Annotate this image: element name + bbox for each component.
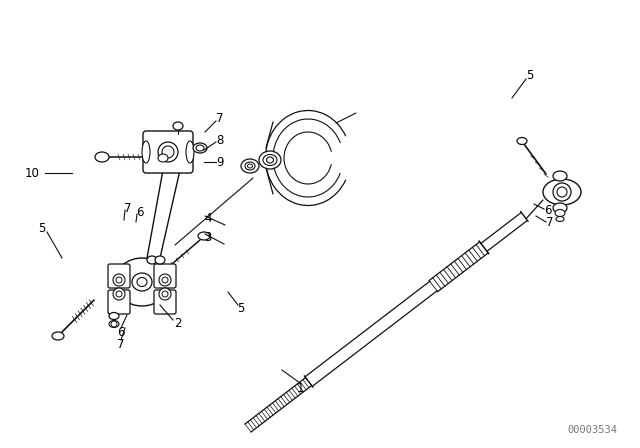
Text: 4: 4	[204, 211, 212, 224]
Circle shape	[159, 274, 171, 286]
Ellipse shape	[248, 164, 253, 168]
Text: 5: 5	[237, 302, 244, 314]
FancyBboxPatch shape	[108, 290, 130, 314]
Circle shape	[553, 183, 571, 201]
Text: 7: 7	[117, 337, 125, 350]
Circle shape	[113, 274, 125, 286]
Circle shape	[116, 277, 122, 283]
Ellipse shape	[245, 162, 255, 170]
Ellipse shape	[173, 122, 183, 130]
Ellipse shape	[158, 154, 168, 162]
Ellipse shape	[158, 142, 178, 162]
Ellipse shape	[115, 258, 170, 306]
Text: 5: 5	[526, 69, 534, 82]
Text: 8: 8	[216, 134, 224, 146]
Text: 10: 10	[24, 167, 40, 180]
Ellipse shape	[241, 159, 259, 173]
Ellipse shape	[193, 143, 207, 153]
Ellipse shape	[186, 141, 194, 163]
Ellipse shape	[162, 146, 174, 158]
Circle shape	[162, 277, 168, 283]
Ellipse shape	[543, 179, 581, 205]
Circle shape	[162, 291, 168, 297]
Circle shape	[116, 291, 122, 297]
Circle shape	[113, 288, 125, 300]
Ellipse shape	[517, 138, 527, 145]
Ellipse shape	[52, 332, 64, 340]
Ellipse shape	[553, 203, 567, 213]
Ellipse shape	[109, 320, 119, 327]
Text: 7: 7	[547, 215, 554, 228]
Ellipse shape	[553, 171, 567, 181]
Text: 6: 6	[544, 203, 552, 216]
Circle shape	[159, 288, 171, 300]
Text: 9: 9	[216, 155, 224, 168]
Ellipse shape	[198, 232, 210, 240]
Text: 5: 5	[38, 221, 45, 234]
Ellipse shape	[555, 210, 565, 216]
FancyBboxPatch shape	[154, 264, 176, 288]
FancyBboxPatch shape	[154, 290, 176, 314]
Text: 3: 3	[204, 231, 212, 244]
Ellipse shape	[137, 277, 147, 287]
Ellipse shape	[556, 216, 564, 221]
Ellipse shape	[155, 256, 165, 264]
Circle shape	[557, 187, 567, 197]
Text: 2: 2	[174, 316, 182, 329]
Ellipse shape	[142, 141, 150, 163]
Ellipse shape	[266, 157, 273, 163]
Ellipse shape	[95, 152, 109, 162]
Ellipse shape	[263, 155, 277, 165]
Ellipse shape	[147, 256, 157, 264]
Text: 1: 1	[296, 382, 304, 395]
Ellipse shape	[109, 313, 119, 319]
Text: 00003534: 00003534	[567, 425, 617, 435]
FancyBboxPatch shape	[143, 131, 193, 173]
Text: 7: 7	[124, 202, 132, 215]
Circle shape	[111, 321, 117, 327]
Text: 6: 6	[117, 326, 125, 339]
Ellipse shape	[196, 145, 204, 151]
Ellipse shape	[259, 151, 281, 169]
FancyBboxPatch shape	[108, 264, 130, 288]
Text: 7: 7	[216, 112, 224, 125]
Text: 6: 6	[136, 206, 144, 219]
Ellipse shape	[132, 273, 152, 291]
